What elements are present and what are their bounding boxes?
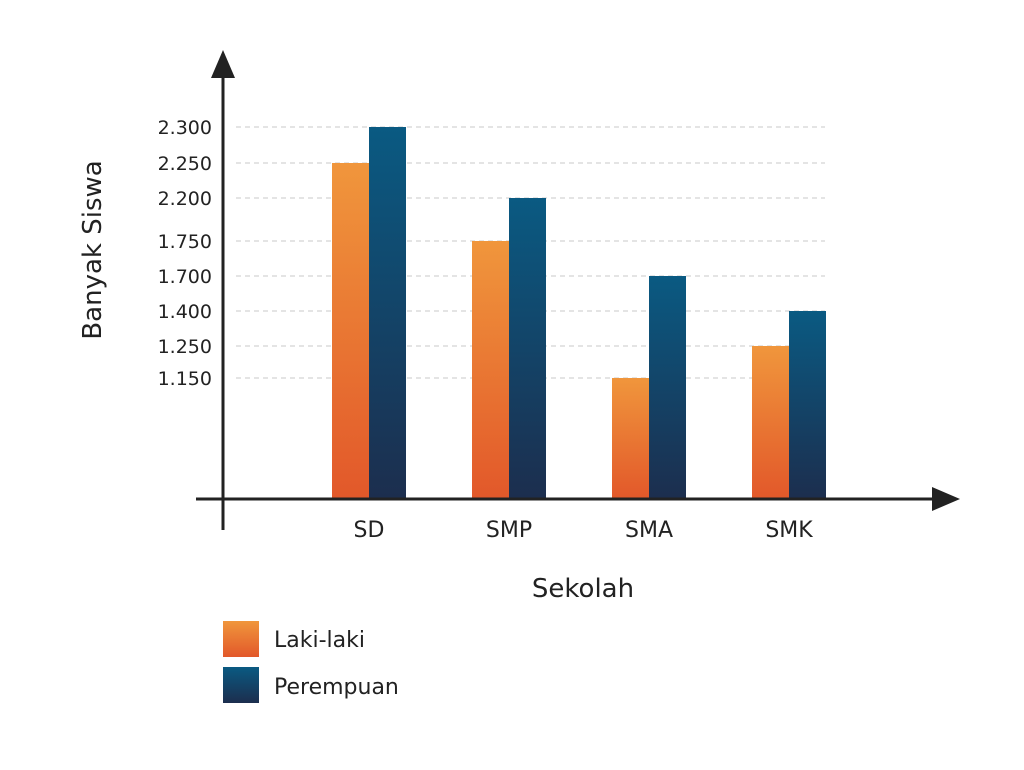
legend-swatch-perempuan <box>223 667 259 703</box>
x-axis-arrow-icon <box>932 487 960 511</box>
x-tick-label-smp: SMP <box>486 518 532 543</box>
grid-lines <box>236 126 825 379</box>
x-tick-labels: SD SMP SMA SMK <box>354 518 814 543</box>
y-tick-labels: 1.150 1.250 1.400 1.700 1.750 2.200 2.250 2.300 <box>158 117 212 390</box>
x-axis-title: Sekolah <box>532 574 634 604</box>
y-axis-arrow-icon <box>211 50 235 78</box>
y-tick-label: 1.750 <box>158 231 212 253</box>
y-tick-label: 1.400 <box>158 301 212 323</box>
y-tick-label: 1.150 <box>158 368 212 390</box>
legend-label-perempuan: Perempuan <box>274 675 399 700</box>
bar-smk-laki-laki <box>752 346 789 499</box>
x-tick-label-smk: SMK <box>765 518 813 543</box>
x-tick-label-sd: SD <box>354 518 385 543</box>
bar-sma-perempuan <box>649 276 686 499</box>
y-tick-label: 2.250 <box>158 153 212 175</box>
bar-smk-perempuan <box>789 311 826 499</box>
y-tick-label: 2.300 <box>158 117 212 139</box>
legend-label-laki-laki: Laki-laki <box>274 628 365 653</box>
legend: Laki-laki Perempuan <box>223 621 399 703</box>
y-tick-label: 1.250 <box>158 336 212 358</box>
bar-sma-laki-laki <box>612 378 649 499</box>
y-axis-title: Banyak Siswa <box>78 160 108 339</box>
bar-sd-perempuan <box>369 127 406 499</box>
y-tick-label: 1.700 <box>158 266 212 288</box>
bar-sd-laki-laki <box>332 163 369 499</box>
x-tick-label-sma: SMA <box>625 518 673 543</box>
bars <box>332 127 826 499</box>
legend-swatch-laki-laki <box>223 621 259 657</box>
bar-smp-perempuan <box>509 198 546 499</box>
y-tick-label: 2.200 <box>158 188 212 210</box>
bar-smp-laki-laki <box>472 241 509 499</box>
